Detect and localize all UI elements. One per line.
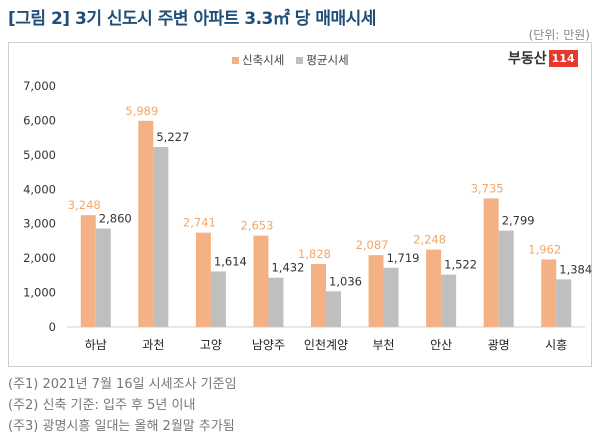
x-tick-label: 과천 — [142, 337, 164, 352]
chart-frame — [8, 42, 592, 367]
x-tick-label: 광명 — [488, 338, 510, 352]
data-label: 5,227 — [156, 130, 189, 144]
y-tick-label: 7,000 — [23, 79, 56, 93]
x-tick-label: 안산 — [430, 338, 452, 352]
y-tick-label: 5,000 — [23, 148, 56, 162]
data-label: 2,860 — [99, 212, 132, 226]
x-tick-label: 고양 — [200, 338, 222, 352]
data-label: 2,741 — [183, 216, 216, 230]
data-label: 1,036 — [329, 274, 362, 288]
bar-avg — [556, 279, 572, 327]
bar-avg — [326, 291, 341, 327]
bar-avg — [153, 147, 169, 327]
bar-new — [483, 198, 499, 327]
bar-new — [541, 259, 557, 327]
logo-text: 부동산 — [508, 51, 547, 67]
data-label: 2,087 — [356, 238, 389, 252]
legend-item-new: 신축시세 — [232, 52, 284, 68]
data-label: 1,614 — [214, 254, 247, 268]
footnotes: (주1) 2021년 7월 16일 시세조사 기준임 (주2) 신축 기준: 입… — [8, 374, 237, 437]
footnote: (주2) 신축 기준: 입주 후 5년 이내 — [8, 398, 196, 413]
bar-new — [368, 255, 384, 327]
logo: 부동산 114 — [508, 48, 578, 68]
legend-label: 평균시세 — [306, 53, 349, 67]
data-label: 1,828 — [298, 247, 331, 261]
data-label: 1,522 — [444, 258, 477, 272]
data-label: 5,989 — [125, 104, 158, 118]
footnote: (주1) 2021년 7월 16일 시세조사 기준임 — [8, 377, 237, 392]
legend-swatch-icon — [296, 57, 304, 64]
unit-label: (단위: 만원) — [528, 28, 590, 42]
bar-new — [80, 215, 96, 327]
bar-avg — [268, 277, 284, 327]
legend-label: 신축시세 — [242, 53, 285, 67]
y-tick-label: 3,000 — [23, 217, 56, 231]
data-label: 1,432 — [271, 261, 304, 275]
data-label: 1,719 — [387, 251, 420, 265]
data-label: 2,248 — [413, 233, 446, 247]
y-tick-label: 2,000 — [23, 251, 56, 265]
bar-avg — [383, 267, 399, 327]
x-tick-label: 인천계양 — [304, 337, 348, 352]
bar-avg — [441, 274, 457, 327]
data-label: 1,962 — [528, 242, 561, 256]
bar-avg — [210, 271, 226, 327]
data-label: 2,799 — [502, 214, 535, 228]
chart-title: [그림 2] 3기 신도시 주변 아파트 3.3㎡ 당 매매시세 — [8, 9, 376, 29]
data-label: 3,248 — [68, 198, 101, 212]
footnote: (주3) 광명시흥 일대는 올해 2월말 추가됨 — [8, 419, 235, 434]
data-label: 3,735 — [471, 181, 504, 195]
x-tick-label: 시흥 — [545, 338, 567, 352]
bar-new — [138, 120, 154, 328]
y-tick-label: 6,000 — [23, 113, 56, 127]
data-label: 2,653 — [240, 219, 273, 233]
bar-new — [426, 249, 442, 327]
bar-avg — [95, 228, 111, 327]
y-tick-label: 4,000 — [23, 182, 56, 196]
x-tick-label: 부천 — [373, 337, 395, 352]
bar-new — [253, 235, 269, 327]
bar-new — [311, 264, 326, 327]
legend-swatch-icon — [232, 57, 239, 64]
bar-avg — [498, 230, 514, 327]
legend: 신축시세 평균시세 — [232, 52, 349, 68]
logo-number: 114 — [548, 49, 578, 67]
y-tick-label: 1,000 — [23, 286, 56, 300]
y-tick-label: 0 — [49, 320, 56, 334]
x-tick-label: 하남 — [85, 338, 107, 352]
legend-item-avg: 평균시세 — [296, 52, 349, 68]
data-label: 1,384 — [559, 262, 592, 276]
x-tick-label: 남양주 — [252, 338, 285, 352]
bar-new — [195, 232, 211, 327]
